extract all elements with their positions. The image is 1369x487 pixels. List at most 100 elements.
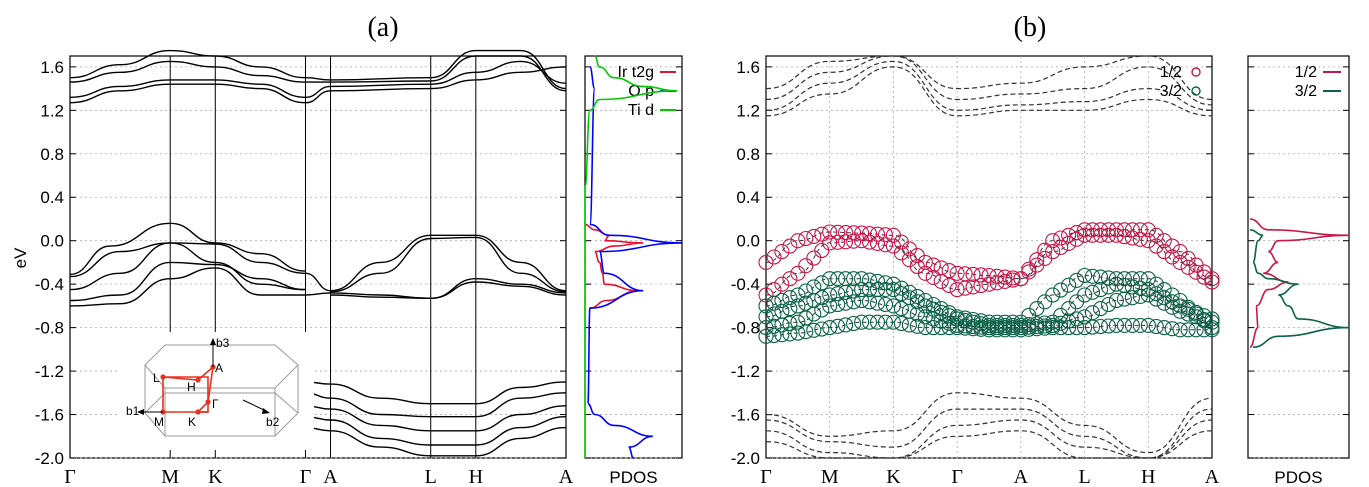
panel-b-weight-circle: [893, 315, 909, 332]
panel-b-weight-circle: [846, 271, 862, 287]
panel-b-bands: 1.61.20.80.40.0-0.4-0.8-1.2-1.6-2.0Γ M K Γ A…: [731, 55, 1220, 487]
panel-b-weight-circle: [854, 233, 870, 249]
panel-b-weight-circle: [1140, 222, 1156, 238]
panel-b-weight-circle: [861, 234, 878, 250]
panel-b-dashed-band: [765, 55, 1213, 101]
panel-b-weight-circle: [1005, 272, 1021, 288]
panel-b-weight-circle: [885, 298, 901, 314]
panel-b-weight-circle: [1164, 299, 1180, 315]
panel-b-weight-circle: [869, 226, 886, 242]
panel-a-band: [330, 234, 567, 292]
panel-b-weight-circle: [1092, 227, 1109, 243]
panel-b-pdos: PDOS 1/2 3/2: [1247, 55, 1350, 487]
panel-a-band: [305, 292, 331, 296]
panel-b-ytick-label: -0.4: [731, 275, 760, 294]
panel-b-weight-circle: [1164, 287, 1180, 303]
panel-b-weight-circle: [893, 301, 909, 317]
panel-b-weight-circle: [838, 284, 854, 300]
panel-b-ytick-label: -1.6: [731, 406, 760, 425]
panel-b-weight-circle: [806, 228, 822, 244]
panel-b-weight-circle: [1100, 279, 1117, 295]
panel-b-weight-circle: [1061, 227, 1077, 243]
panel-b-legend-label: 1/2: [1160, 64, 1182, 81]
panel-b-weight-circle: [941, 277, 957, 294]
panel-b-weight-circle: [1013, 322, 1029, 338]
panel-b-weight-circle: [1053, 320, 1069, 336]
panel-b-weight-circle: [1077, 227, 1093, 243]
panel-a-kpoint-label: A: [559, 466, 574, 487]
panel-b-weight-circle: [941, 308, 957, 324]
panel-b-weight-circle: [1180, 301, 1196, 317]
panel-b-weight-circle: [782, 290, 798, 306]
panel-b-weight-circle: [925, 320, 941, 336]
panel-b-weight-circle: [1164, 294, 1180, 310]
panel-a-band: [69, 261, 306, 302]
panel-b-weight-circle: [1108, 227, 1124, 243]
panel-b-weight-circle: [846, 283, 862, 299]
panel-a-ytick-label: -1.6: [35, 406, 64, 425]
panel-b-weight-circle: [957, 280, 973, 296]
panel-b-pdos-legend-label: 3/2: [1295, 83, 1317, 100]
panel-b-weight-circle: [782, 271, 798, 287]
panel-b-weight-circle: [1156, 290, 1172, 306]
panel-b-weight-circle: [830, 234, 846, 250]
inset-label-b2: b2: [266, 415, 280, 429]
panel-b-weight-circle: [1029, 252, 1045, 268]
panel-b-weight-circle: [846, 315, 862, 332]
panel-b-weight-circle: [758, 328, 774, 344]
panel-b-weight-circle: [1069, 272, 1085, 288]
panel-b-band-line: [765, 321, 1212, 337]
panel-b-weight-circle: [1204, 314, 1220, 330]
panel-b-weight-circle: [1140, 271, 1156, 287]
panel-b-weight-circle: [1021, 321, 1037, 337]
panel-b-weight-circle: [917, 309, 933, 325]
panel-a-frame: [69, 55, 567, 459]
panel-b-weight-circle: [941, 315, 957, 331]
panel-b-weight-circle: [822, 287, 838, 303]
panel-b-weight-circle: [901, 317, 917, 333]
panel-b-weight-circle: [766, 249, 782, 265]
panel-b-weight-circle: [1132, 231, 1148, 247]
panel-b-weight-circle: [854, 314, 870, 330]
panel-b-dashed-band: [765, 408, 1213, 459]
panel-b-weight-circle: [782, 238, 798, 254]
panel-b-ytick-label: -1.2: [731, 362, 760, 381]
panel-a-ytick-label: -2.0: [35, 449, 64, 468]
panel-a-band: [330, 236, 567, 293]
panel-b-weight-circle: [965, 321, 981, 337]
panel-b-weight-circle: [1053, 315, 1069, 331]
panel-b-weight-circle: [854, 225, 870, 241]
panel-b-weight-circle: [861, 282, 878, 298]
panel-a-band: [69, 242, 306, 278]
panel-a-pdos-legend-label: Ir t2g: [618, 64, 654, 81]
panel-a-ytick-label: -0.8: [35, 319, 64, 338]
panel-b-kpoint-label: A: [1205, 466, 1220, 487]
panel-b-weight-circle: [925, 257, 941, 273]
panel-b-weight-circle: [1140, 233, 1156, 249]
panel-b-weight-circle: [854, 271, 870, 287]
panel-b-legend-swatch: [1191, 67, 1201, 77]
panel-a-band: [69, 66, 567, 104]
panel-b-legend-label: 3/2: [1160, 83, 1182, 100]
panel-b-weight-circle: [830, 271, 846, 287]
panel-b-weight-circle: [989, 314, 1005, 330]
panel-b-weight-circle: [814, 226, 830, 242]
panel-b-weight-circle: [758, 320, 774, 336]
panel-b-weight-circle: [941, 263, 957, 279]
panel-b-weight-circle: [989, 268, 1005, 284]
panel-b-weight-circle: [925, 269, 941, 285]
panel-b-weight-circle: [1148, 318, 1164, 335]
panel-b-weight-circle: [1037, 320, 1053, 336]
panel-b-weight-circle: [1164, 321, 1180, 337]
panel-b-weight-circle: [1092, 318, 1109, 335]
panel-b-weight-circle: [806, 306, 822, 322]
panel-b-weight-circle: [917, 292, 933, 309]
panel-b-weight-circle: [806, 250, 822, 266]
panel-b-weight-circle: [798, 230, 814, 247]
inset-label-L: L: [153, 371, 160, 385]
panel-b-pdos-legend-label: 1/2: [1295, 64, 1317, 81]
panel-b-weight-circle: [774, 244, 790, 260]
panel-b-weight-circle: [1061, 277, 1077, 293]
panel-a-band: [305, 426, 567, 457]
brillouin-zone-inset: b3 b1 b2 L A H M K Γ: [118, 332, 314, 450]
